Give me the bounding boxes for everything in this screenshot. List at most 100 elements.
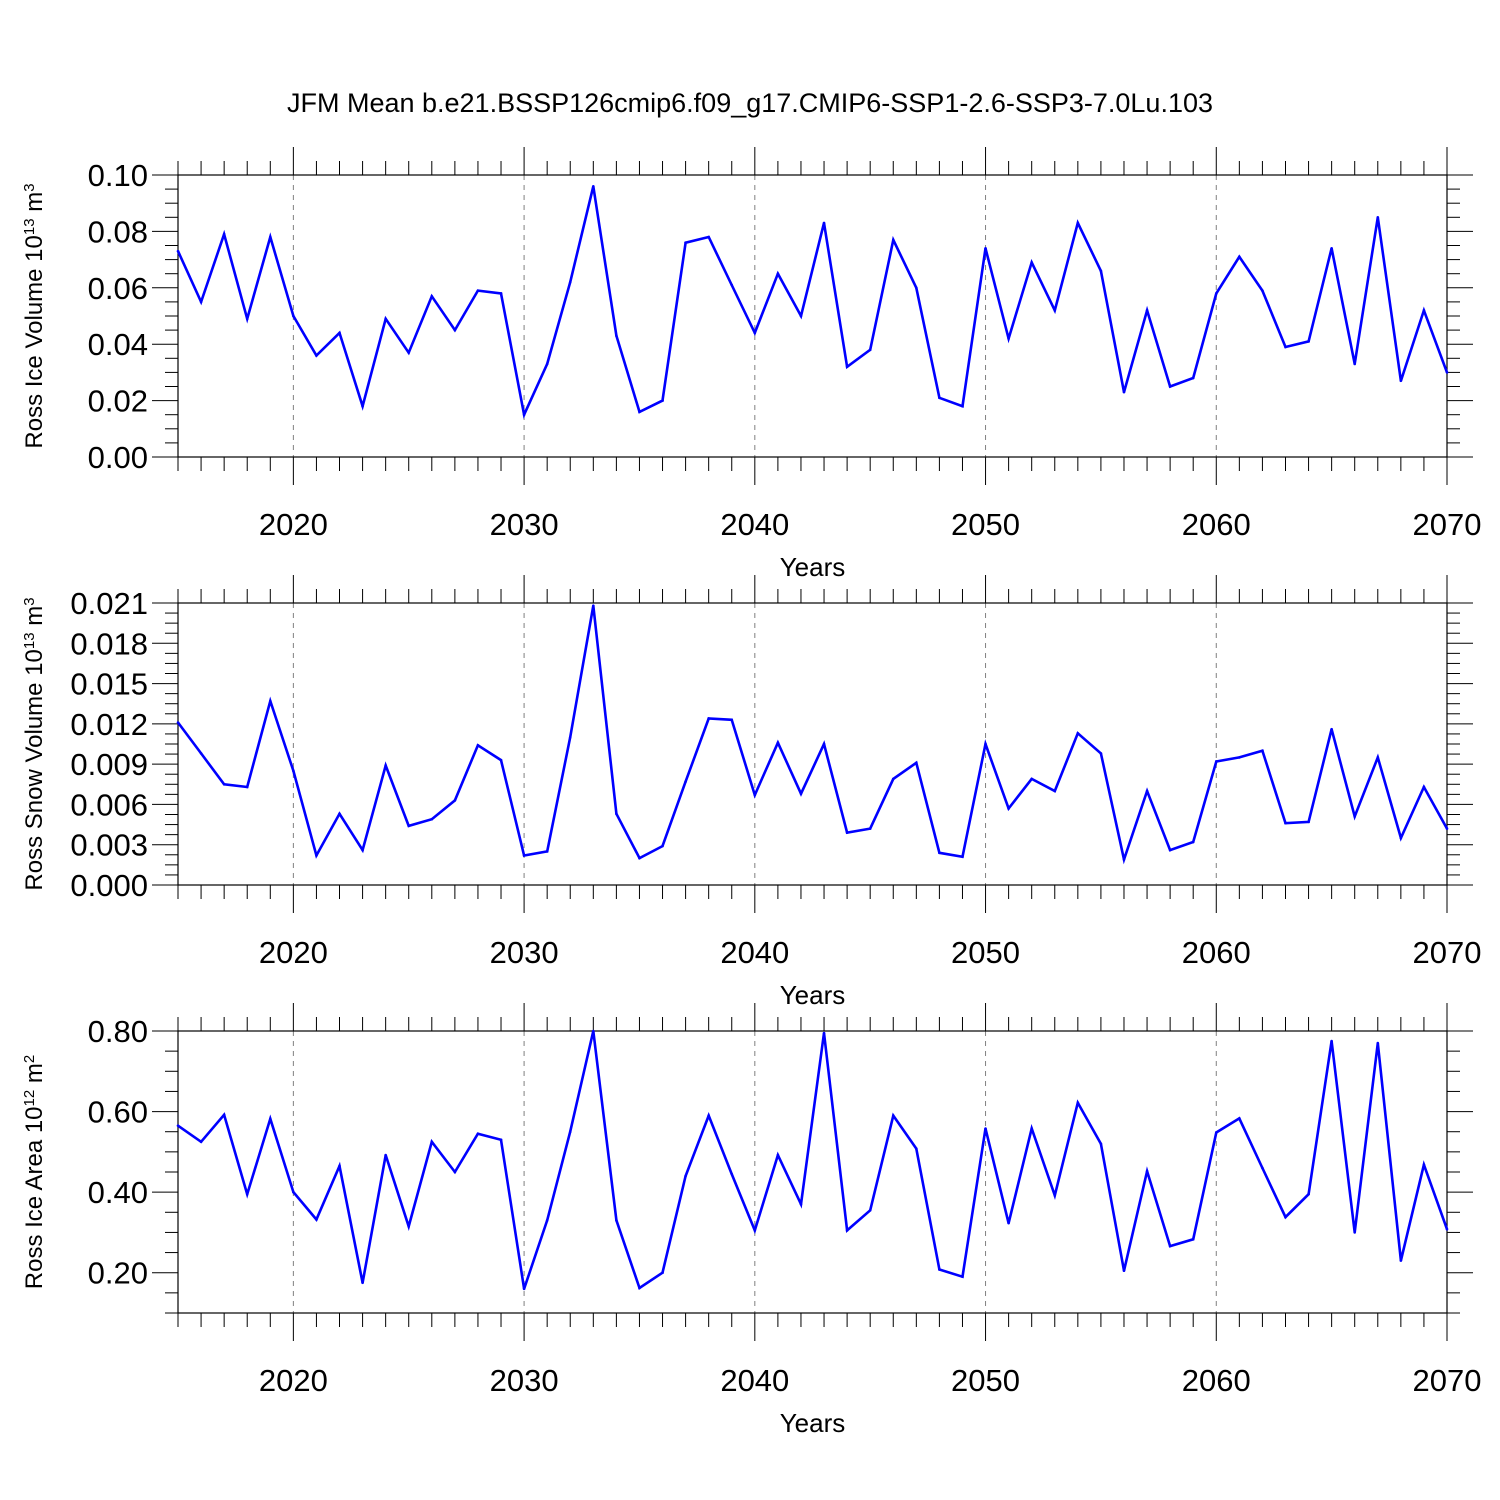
data-point — [545, 1219, 549, 1222]
data-point — [268, 235, 272, 239]
data-point — [1307, 340, 1310, 343]
data-point — [176, 249, 180, 253]
plot-frame — [177, 174, 1448, 458]
figure-title: JFM Mean b.e21.BSSP126cmip6.f09_g17.CMIP… — [287, 88, 1213, 118]
data-point — [753, 331, 757, 335]
data-point — [545, 850, 549, 853]
data-point — [1076, 1101, 1080, 1105]
data-point — [1145, 789, 1149, 793]
data-point — [476, 289, 480, 292]
data-point — [407, 1225, 411, 1228]
data-point — [199, 300, 203, 304]
data-point — [361, 404, 364, 408]
data-point — [522, 413, 526, 417]
data-point — [453, 328, 457, 332]
y-tick-label: 0.003 — [70, 828, 148, 863]
data-point — [1376, 216, 1380, 219]
data-point — [638, 856, 641, 860]
y-tick-label: 0.018 — [70, 626, 148, 661]
data-point — [776, 741, 780, 744]
data-point — [1376, 756, 1380, 759]
x-tick-label: 2040 — [720, 507, 789, 542]
data-point — [753, 1229, 757, 1232]
data-point — [707, 717, 710, 720]
data-point — [638, 410, 641, 414]
data-point — [499, 1138, 503, 1142]
data-point — [1214, 292, 1218, 295]
data-point — [1261, 289, 1264, 292]
data-point — [961, 1275, 964, 1279]
data-point — [568, 280, 572, 284]
data-point — [1284, 1215, 1287, 1219]
data-point — [753, 793, 757, 797]
y-tick-label: 0.80 — [88, 1014, 148, 1049]
data-point — [1053, 309, 1057, 312]
data-point — [568, 1130, 572, 1134]
data-point — [292, 314, 295, 318]
data-point — [1191, 1237, 1195, 1241]
data-point — [338, 812, 341, 816]
data-point — [1353, 362, 1357, 366]
data-point — [822, 742, 826, 746]
x-tick-label: 2020 — [259, 507, 328, 542]
data-point — [545, 362, 549, 366]
y-axis-label: Ross Ice Volume 1013 m3 — [21, 183, 49, 448]
data-point — [661, 844, 664, 848]
data-point — [1030, 777, 1033, 781]
data-point — [1122, 390, 1126, 394]
data-point — [338, 331, 341, 335]
y-tick-label: 0.60 — [88, 1095, 148, 1130]
data-point — [222, 782, 226, 786]
data-point — [245, 317, 249, 321]
data-point — [222, 1113, 226, 1117]
data-point — [891, 238, 895, 242]
series-line — [177, 1030, 1449, 1291]
data-point — [776, 1153, 780, 1157]
data-point — [915, 286, 918, 290]
data-point — [776, 272, 780, 276]
x-tick-label: 2020 — [259, 1363, 328, 1398]
data-point — [984, 1127, 987, 1130]
data-point — [268, 699, 272, 703]
chart-panel-3: 0.20 0.40 0.60 0.80 2020 2030 2040 2050 2060 2070… — [21, 1003, 1481, 1438]
data-point — [476, 1132, 480, 1136]
data-point — [1007, 1221, 1010, 1225]
x-tick-label: 2060 — [1182, 935, 1251, 970]
data-point — [292, 769, 295, 773]
data-point — [568, 735, 572, 739]
data-point — [1238, 756, 1241, 759]
data-point — [1330, 1039, 1333, 1043]
data-point — [476, 744, 480, 747]
data-point — [961, 855, 964, 859]
data-point — [407, 824, 411, 828]
data-point — [1030, 1127, 1033, 1130]
x-tick-label: 2050 — [951, 1363, 1020, 1398]
x-tick-label: 2060 — [1182, 1363, 1251, 1398]
data-point — [891, 777, 895, 781]
data-point — [245, 785, 249, 789]
data-point — [684, 780, 687, 783]
data-point — [1445, 1227, 1449, 1231]
data-point — [799, 792, 803, 795]
x-axis-label: Years — [780, 1408, 846, 1438]
data-point — [1399, 379, 1403, 383]
y-tick-label: 0.06 — [88, 271, 148, 306]
data-point — [799, 314, 803, 318]
data-point — [1053, 789, 1057, 793]
y-tick-label: 0.009 — [70, 747, 148, 782]
data-point — [868, 348, 872, 352]
data-point — [1214, 1131, 1218, 1134]
x-tick-label: 2020 — [259, 935, 328, 970]
x-tick-label: 2050 — [951, 935, 1020, 970]
data-point — [1422, 309, 1426, 312]
data-point — [822, 221, 826, 225]
y-tick-label: 0.04 — [88, 327, 148, 362]
plot-frame — [177, 602, 1448, 886]
data-point — [938, 396, 941, 400]
y-tick-label: 0.02 — [88, 384, 148, 419]
data-point — [1007, 807, 1010, 810]
data-point — [592, 184, 595, 188]
data-point — [961, 404, 964, 408]
data-point — [176, 721, 180, 724]
